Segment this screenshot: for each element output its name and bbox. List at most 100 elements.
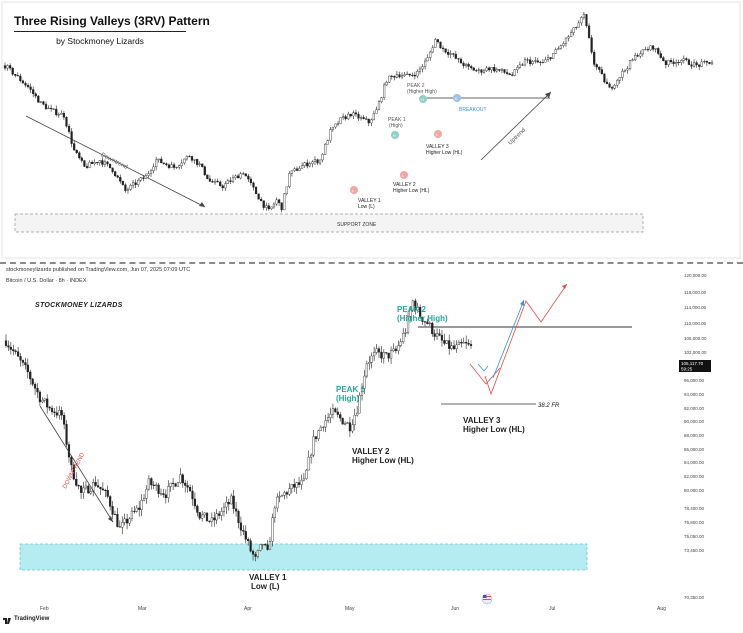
btc-candle — [249, 538, 252, 553]
btc-candle — [373, 346, 376, 362]
top-candle — [119, 174, 122, 184]
time-axis-tick: Apr — [244, 606, 252, 612]
time-axis[interactable]: Feb Mar Apr May Jun Jul Aug — [40, 606, 666, 612]
projection-blue-2 — [492, 299, 525, 379]
top-candle — [19, 73, 22, 83]
tradingview-logo-icon — [3, 618, 11, 624]
top-candle — [39, 101, 42, 104]
btc-candle — [329, 407, 332, 424]
top-candle — [662, 56, 665, 62]
btc-candle — [72, 462, 75, 481]
btc-candle — [394, 345, 398, 354]
top-candle — [339, 117, 342, 125]
price-axis-tick: 88,000.00 — [684, 433, 705, 438]
btc-candle — [305, 468, 308, 480]
top-candle — [398, 71, 401, 79]
top-candle — [139, 177, 142, 183]
btc-candle — [222, 502, 226, 517]
top-candle — [692, 59, 696, 68]
top-candle — [75, 149, 78, 155]
top-candle — [9, 63, 12, 71]
btc-candle — [106, 485, 109, 499]
top-candle — [354, 109, 358, 117]
top-candle — [106, 160, 109, 167]
top-candle — [213, 178, 217, 185]
valley3-label-line2: Higher Low (HL) — [426, 150, 463, 156]
btc-candle — [227, 498, 230, 511]
btc-candle — [271, 513, 274, 547]
top-candle — [262, 200, 265, 211]
top-candle — [257, 193, 260, 200]
top-candle — [188, 154, 191, 158]
price-axis[interactable]: 120,000.00 118,000.00 114,000.00 110,000.00… — [684, 273, 707, 600]
btc-candle — [43, 398, 46, 403]
peak2-label-line1: PEAK 2 — [407, 83, 425, 89]
top-candle — [536, 57, 539, 63]
top-candle — [582, 11, 586, 20]
btc-candle — [278, 491, 281, 503]
top-candle — [577, 20, 580, 28]
valley1-marker-letter: L — [352, 188, 355, 193]
top-candle — [534, 57, 537, 64]
top-candle — [380, 96, 383, 104]
top-candle — [434, 37, 437, 48]
btc-candle — [92, 478, 95, 497]
btc-candle — [312, 429, 315, 458]
top-candle — [687, 58, 691, 66]
peak2-marker-letter: H — [421, 97, 424, 102]
top-candle — [124, 183, 127, 193]
top-candle — [147, 170, 150, 178]
btc-candle — [285, 490, 289, 499]
btc-candle — [41, 397, 44, 404]
btc-candle — [290, 483, 293, 494]
top-candle — [270, 206, 273, 211]
top-candle — [234, 174, 237, 180]
top-candle — [62, 110, 66, 120]
valley3-label-line1: VALLEY 3 — [463, 416, 501, 425]
top-candle — [60, 110, 63, 115]
top-candle — [283, 193, 286, 211]
top-candle — [449, 50, 452, 59]
top-candle — [306, 159, 309, 169]
top-candle — [680, 59, 683, 66]
btc-candle — [280, 494, 284, 497]
valley2-label-line1: VALLEY 2 — [393, 182, 416, 188]
btc-candle — [443, 333, 446, 346]
top-candle — [260, 196, 263, 202]
btc-candle — [297, 476, 301, 488]
btc-candle — [341, 417, 344, 425]
btc-candle — [404, 328, 407, 338]
btc-candle — [130, 507, 134, 522]
btc-candle — [29, 369, 32, 385]
top-candle — [526, 57, 529, 64]
top-candle — [564, 37, 568, 47]
top-candle — [165, 162, 168, 167]
btc-candle — [159, 488, 163, 496]
btc-candle — [397, 340, 400, 355]
top-candle — [201, 163, 204, 168]
top-candle — [669, 57, 673, 65]
top-candle — [203, 165, 206, 177]
top-candle — [160, 156, 163, 164]
top-candle — [562, 41, 565, 48]
title-byline: by Stockmoney Lizards — [56, 36, 144, 46]
top-candle — [488, 66, 491, 72]
top-candle — [521, 63, 524, 66]
btc-candle — [462, 337, 465, 344]
top-candle — [101, 157, 104, 168]
btc-candle — [184, 479, 187, 493]
top-candle — [631, 58, 634, 62]
top-candle — [70, 128, 73, 148]
top-candle — [342, 113, 345, 120]
btc-candle — [87, 484, 90, 494]
btc-candle — [268, 536, 272, 550]
btc-candle — [4, 334, 8, 348]
bitcoin-chart[interactable]: 120,000.00 118,000.00 114,000.00 110,000.00… — [0, 266, 743, 628]
btc-candle — [431, 321, 434, 337]
btc-candle — [36, 383, 39, 399]
btc-candle — [419, 304, 422, 319]
top-candle — [308, 161, 311, 168]
price-axis-tick: 90,000.00 — [684, 419, 705, 424]
btc-candle — [50, 405, 54, 415]
btc-candle — [26, 358, 29, 379]
